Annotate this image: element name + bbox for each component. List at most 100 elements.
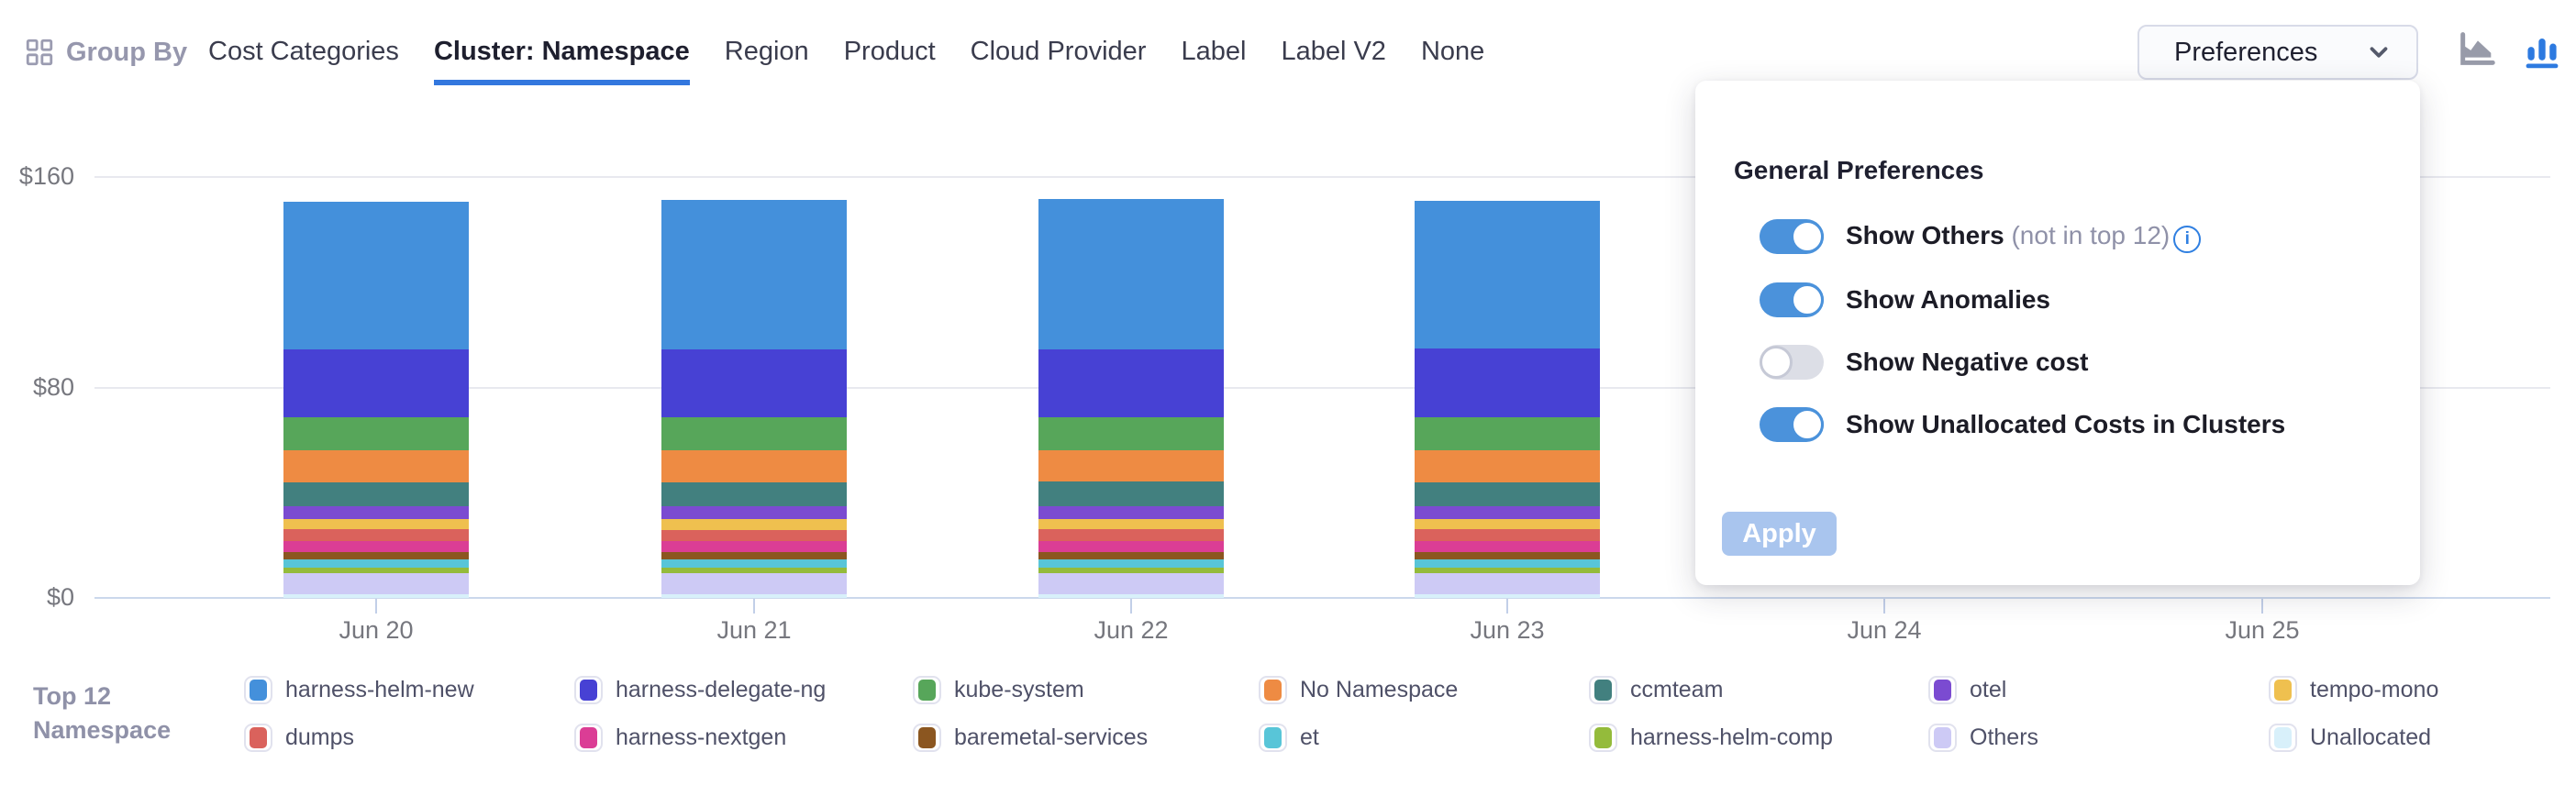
tab-label-v2[interactable]: Label V2 — [1281, 37, 1386, 66]
preferences-dropdown[interactable]: Preferences — [2137, 25, 2418, 80]
bar-segment-otel-jun-21[interactable] — [661, 505, 847, 519]
x-axis-tick-jun-24 — [1883, 599, 1885, 614]
bar-segment-ccmteam-jun-20[interactable] — [283, 481, 469, 506]
legend-item-unallocated[interactable]: Unallocated — [2269, 724, 2431, 752]
bar-segment-no-namespace-jun-21[interactable] — [661, 450, 847, 482]
y-axis-label-80: $80 — [32, 372, 74, 401]
bar-segment-harness-nextgen-jun-21[interactable] — [661, 541, 847, 552]
bar-segment-tempo-mono-jun-22[interactable] — [1038, 518, 1224, 530]
toggle-show-others[interactable] — [1760, 219, 1824, 254]
bar-segment-harness-nextgen-jun-22[interactable] — [1038, 541, 1224, 552]
legend-item-harness-nextgen[interactable]: harness-nextgen — [574, 724, 786, 752]
tab-cloud-provider[interactable]: Cloud Provider — [970, 37, 1147, 66]
y-axis-label-0: $0 — [46, 583, 74, 611]
bar-segment-otel-jun-23[interactable] — [1415, 505, 1600, 519]
legend-item-et[interactable]: et — [1259, 724, 1319, 752]
toggle-knob — [1791, 220, 1824, 253]
bar-segment-kube-system-jun-23[interactable] — [1415, 417, 1600, 451]
chart-type-switcher — [2456, 28, 2562, 72]
legend-item-dumps[interactable]: dumps — [244, 724, 354, 752]
bar-segment-harness-delegate-ng-jun-20[interactable] — [283, 349, 469, 418]
bar-segment-no-namespace-jun-23[interactable] — [1415, 450, 1600, 482]
legend-swatch-harness-helm-comp — [1589, 724, 1617, 752]
bar-segment-kube-system-jun-21[interactable] — [661, 417, 847, 451]
bar-segment-otel-jun-22[interactable] — [1038, 505, 1224, 519]
bar-segment-dumps-jun-22[interactable] — [1038, 529, 1224, 542]
toggle-label-show-anomalies: Show Anomalies — [1846, 285, 2051, 314]
bar-segment-baremetal-services-jun-20[interactable] — [283, 551, 469, 560]
legend-item-harness-delegate-ng[interactable]: harness-delegate-ng — [574, 676, 826, 704]
bar-segment-otel-jun-20[interactable] — [283, 505, 469, 519]
bar-segment-harness-delegate-ng-jun-21[interactable] — [661, 348, 847, 418]
bar-segment-et-jun-21[interactable] — [661, 559, 847, 568]
legend-item-no-namespace[interactable]: No Namespace — [1259, 676, 1458, 704]
legend-item-others[interactable]: Others — [1928, 724, 2038, 752]
tab-cost-categories[interactable]: Cost Categories — [208, 37, 399, 66]
bar-segment-et-jun-22[interactable] — [1038, 559, 1224, 568]
tab-label[interactable]: Label — [1181, 37, 1247, 66]
bar-segment-others-jun-22[interactable] — [1038, 572, 1224, 594]
legend-item-baremetal-services[interactable]: baremetal-services — [913, 724, 1148, 752]
bar-segment-ccmteam-jun-22[interactable] — [1038, 481, 1224, 506]
bar-segment-kube-system-jun-20[interactable] — [283, 417, 469, 451]
legend-label: baremetal-services — [954, 724, 1149, 750]
bar-segment-harness-delegate-ng-jun-23[interactable] — [1415, 348, 1600, 418]
legend-item-tempo-mono[interactable]: tempo-mono — [2269, 676, 2438, 704]
bar-segment-unallocated-jun-22[interactable] — [1038, 593, 1224, 598]
bar-segment-tempo-mono-jun-21[interactable] — [661, 518, 847, 530]
apply-button[interactable]: Apply — [1722, 512, 1837, 556]
bar-segment-harness-delegate-ng-jun-22[interactable] — [1038, 348, 1224, 418]
bar-segment-harness-nextgen-jun-20[interactable] — [283, 541, 469, 552]
toggle-row-show-unallocated-costs-in-clusters: Show Unallocated Costs in Clusters — [1760, 407, 2285, 442]
bar-segment-dumps-jun-20[interactable] — [283, 529, 469, 542]
toggle-knob — [1791, 408, 1824, 441]
bar-segment-harness-helm-new-jun-20[interactable] — [283, 201, 469, 350]
preferences-dropdown-label: Preferences — [2174, 37, 2318, 67]
bar-segment-unallocated-jun-23[interactable] — [1415, 593, 1600, 598]
legend-item-ccmteam[interactable]: ccmteam — [1589, 676, 1723, 704]
bar-segment-dumps-jun-23[interactable] — [1415, 529, 1600, 542]
legend-item-harness-helm-new[interactable]: harness-helm-new — [244, 676, 474, 704]
bar-segment-no-namespace-jun-20[interactable] — [283, 450, 469, 482]
bar-segment-harness-nextgen-jun-23[interactable] — [1415, 541, 1600, 552]
legend-item-kube-system[interactable]: kube-system — [913, 676, 1084, 704]
bar-segment-unallocated-jun-21[interactable] — [661, 593, 847, 598]
bar-segment-harness-helm-new-jun-23[interactable] — [1415, 200, 1600, 349]
bar-segment-harness-helm-comp-jun-22[interactable] — [1038, 568, 1224, 573]
legend-item-otel[interactable]: otel — [1928, 676, 2006, 704]
toggle-show-unallocated-costs-in-clusters[interactable] — [1760, 407, 1824, 442]
toggle-show-anomalies[interactable] — [1760, 282, 1824, 317]
bar-segment-no-namespace-jun-22[interactable] — [1038, 450, 1224, 482]
legend-label: dumps — [285, 724, 355, 750]
tab-region[interactable]: Region — [724, 37, 809, 66]
chevron-down-icon — [2365, 39, 2393, 66]
bar-segment-et-jun-20[interactable] — [283, 559, 469, 568]
tab-none[interactable]: None — [1420, 37, 1485, 66]
bar-segment-kube-system-jun-22[interactable] — [1038, 417, 1224, 451]
bar-segment-tempo-mono-jun-20[interactable] — [283, 518, 469, 530]
bar-segment-harness-helm-new-jun-21[interactable] — [661, 200, 847, 349]
bar-segment-harness-helm-comp-jun-23[interactable] — [1415, 568, 1600, 573]
bar-segment-et-jun-23[interactable] — [1415, 559, 1600, 568]
bar-segment-ccmteam-jun-23[interactable] — [1415, 481, 1600, 506]
bar-segment-ccmteam-jun-21[interactable] — [661, 481, 847, 506]
bar-segment-harness-helm-new-jun-22[interactable] — [1038, 199, 1224, 349]
bar-segment-harness-helm-comp-jun-20[interactable] — [283, 568, 469, 573]
info-icon[interactable]: i — [2173, 225, 2202, 253]
legend-item-harness-helm-comp[interactable]: harness-helm-comp — [1589, 724, 1833, 752]
bar-segment-others-jun-23[interactable] — [1415, 572, 1600, 594]
bar-segment-tempo-mono-jun-23[interactable] — [1415, 518, 1600, 530]
bar-segment-baremetal-services-jun-23[interactable] — [1415, 551, 1600, 560]
tab-cluster-namespace[interactable]: Cluster: Namespace — [433, 37, 690, 85]
bar-segment-others-jun-20[interactable] — [283, 572, 469, 594]
bar-chart-icon[interactable] — [2522, 28, 2562, 72]
area-chart-icon[interactable] — [2456, 28, 2498, 72]
bar-segment-harness-helm-comp-jun-21[interactable] — [661, 568, 847, 573]
bar-segment-dumps-jun-21[interactable] — [661, 529, 847, 542]
bar-segment-baremetal-services-jun-21[interactable] — [661, 551, 847, 560]
tab-product[interactable]: Product — [843, 37, 936, 66]
toggle-show-negative-cost[interactable] — [1760, 345, 1824, 380]
bar-segment-others-jun-21[interactable] — [661, 572, 847, 594]
bar-segment-baremetal-services-jun-22[interactable] — [1038, 551, 1224, 560]
bar-segment-unallocated-jun-20[interactable] — [283, 593, 469, 598]
